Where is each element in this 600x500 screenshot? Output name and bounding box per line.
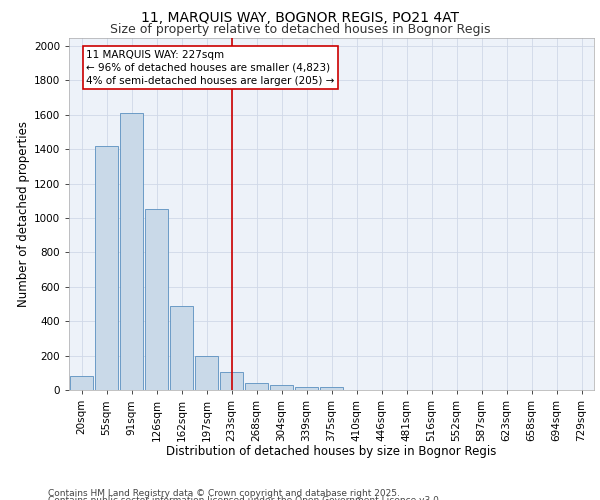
- Y-axis label: Number of detached properties: Number of detached properties: [17, 120, 29, 306]
- Bar: [194, 356, 218, 390]
- Bar: [320, 386, 343, 390]
- Text: Size of property relative to detached houses in Bognor Regis: Size of property relative to detached ho…: [110, 22, 490, 36]
- Bar: [70, 376, 94, 390]
- Bar: [119, 113, 143, 390]
- Bar: [245, 383, 268, 390]
- Bar: [95, 146, 118, 390]
- Text: 11 MARQUIS WAY: 227sqm
← 96% of detached houses are smaller (4,823)
4% of semi-d: 11 MARQUIS WAY: 227sqm ← 96% of detached…: [86, 50, 334, 86]
- Text: Contains HM Land Registry data © Crown copyright and database right 2025.: Contains HM Land Registry data © Crown c…: [48, 488, 400, 498]
- Bar: [220, 372, 244, 390]
- Text: Contains public sector information licensed under the Open Government Licence v3: Contains public sector information licen…: [48, 496, 442, 500]
- X-axis label: Distribution of detached houses by size in Bognor Regis: Distribution of detached houses by size …: [166, 446, 497, 458]
- Bar: [269, 385, 293, 390]
- Bar: [295, 386, 319, 390]
- Bar: [170, 306, 193, 390]
- Bar: [145, 210, 169, 390]
- Text: 11, MARQUIS WAY, BOGNOR REGIS, PO21 4AT: 11, MARQUIS WAY, BOGNOR REGIS, PO21 4AT: [141, 11, 459, 25]
